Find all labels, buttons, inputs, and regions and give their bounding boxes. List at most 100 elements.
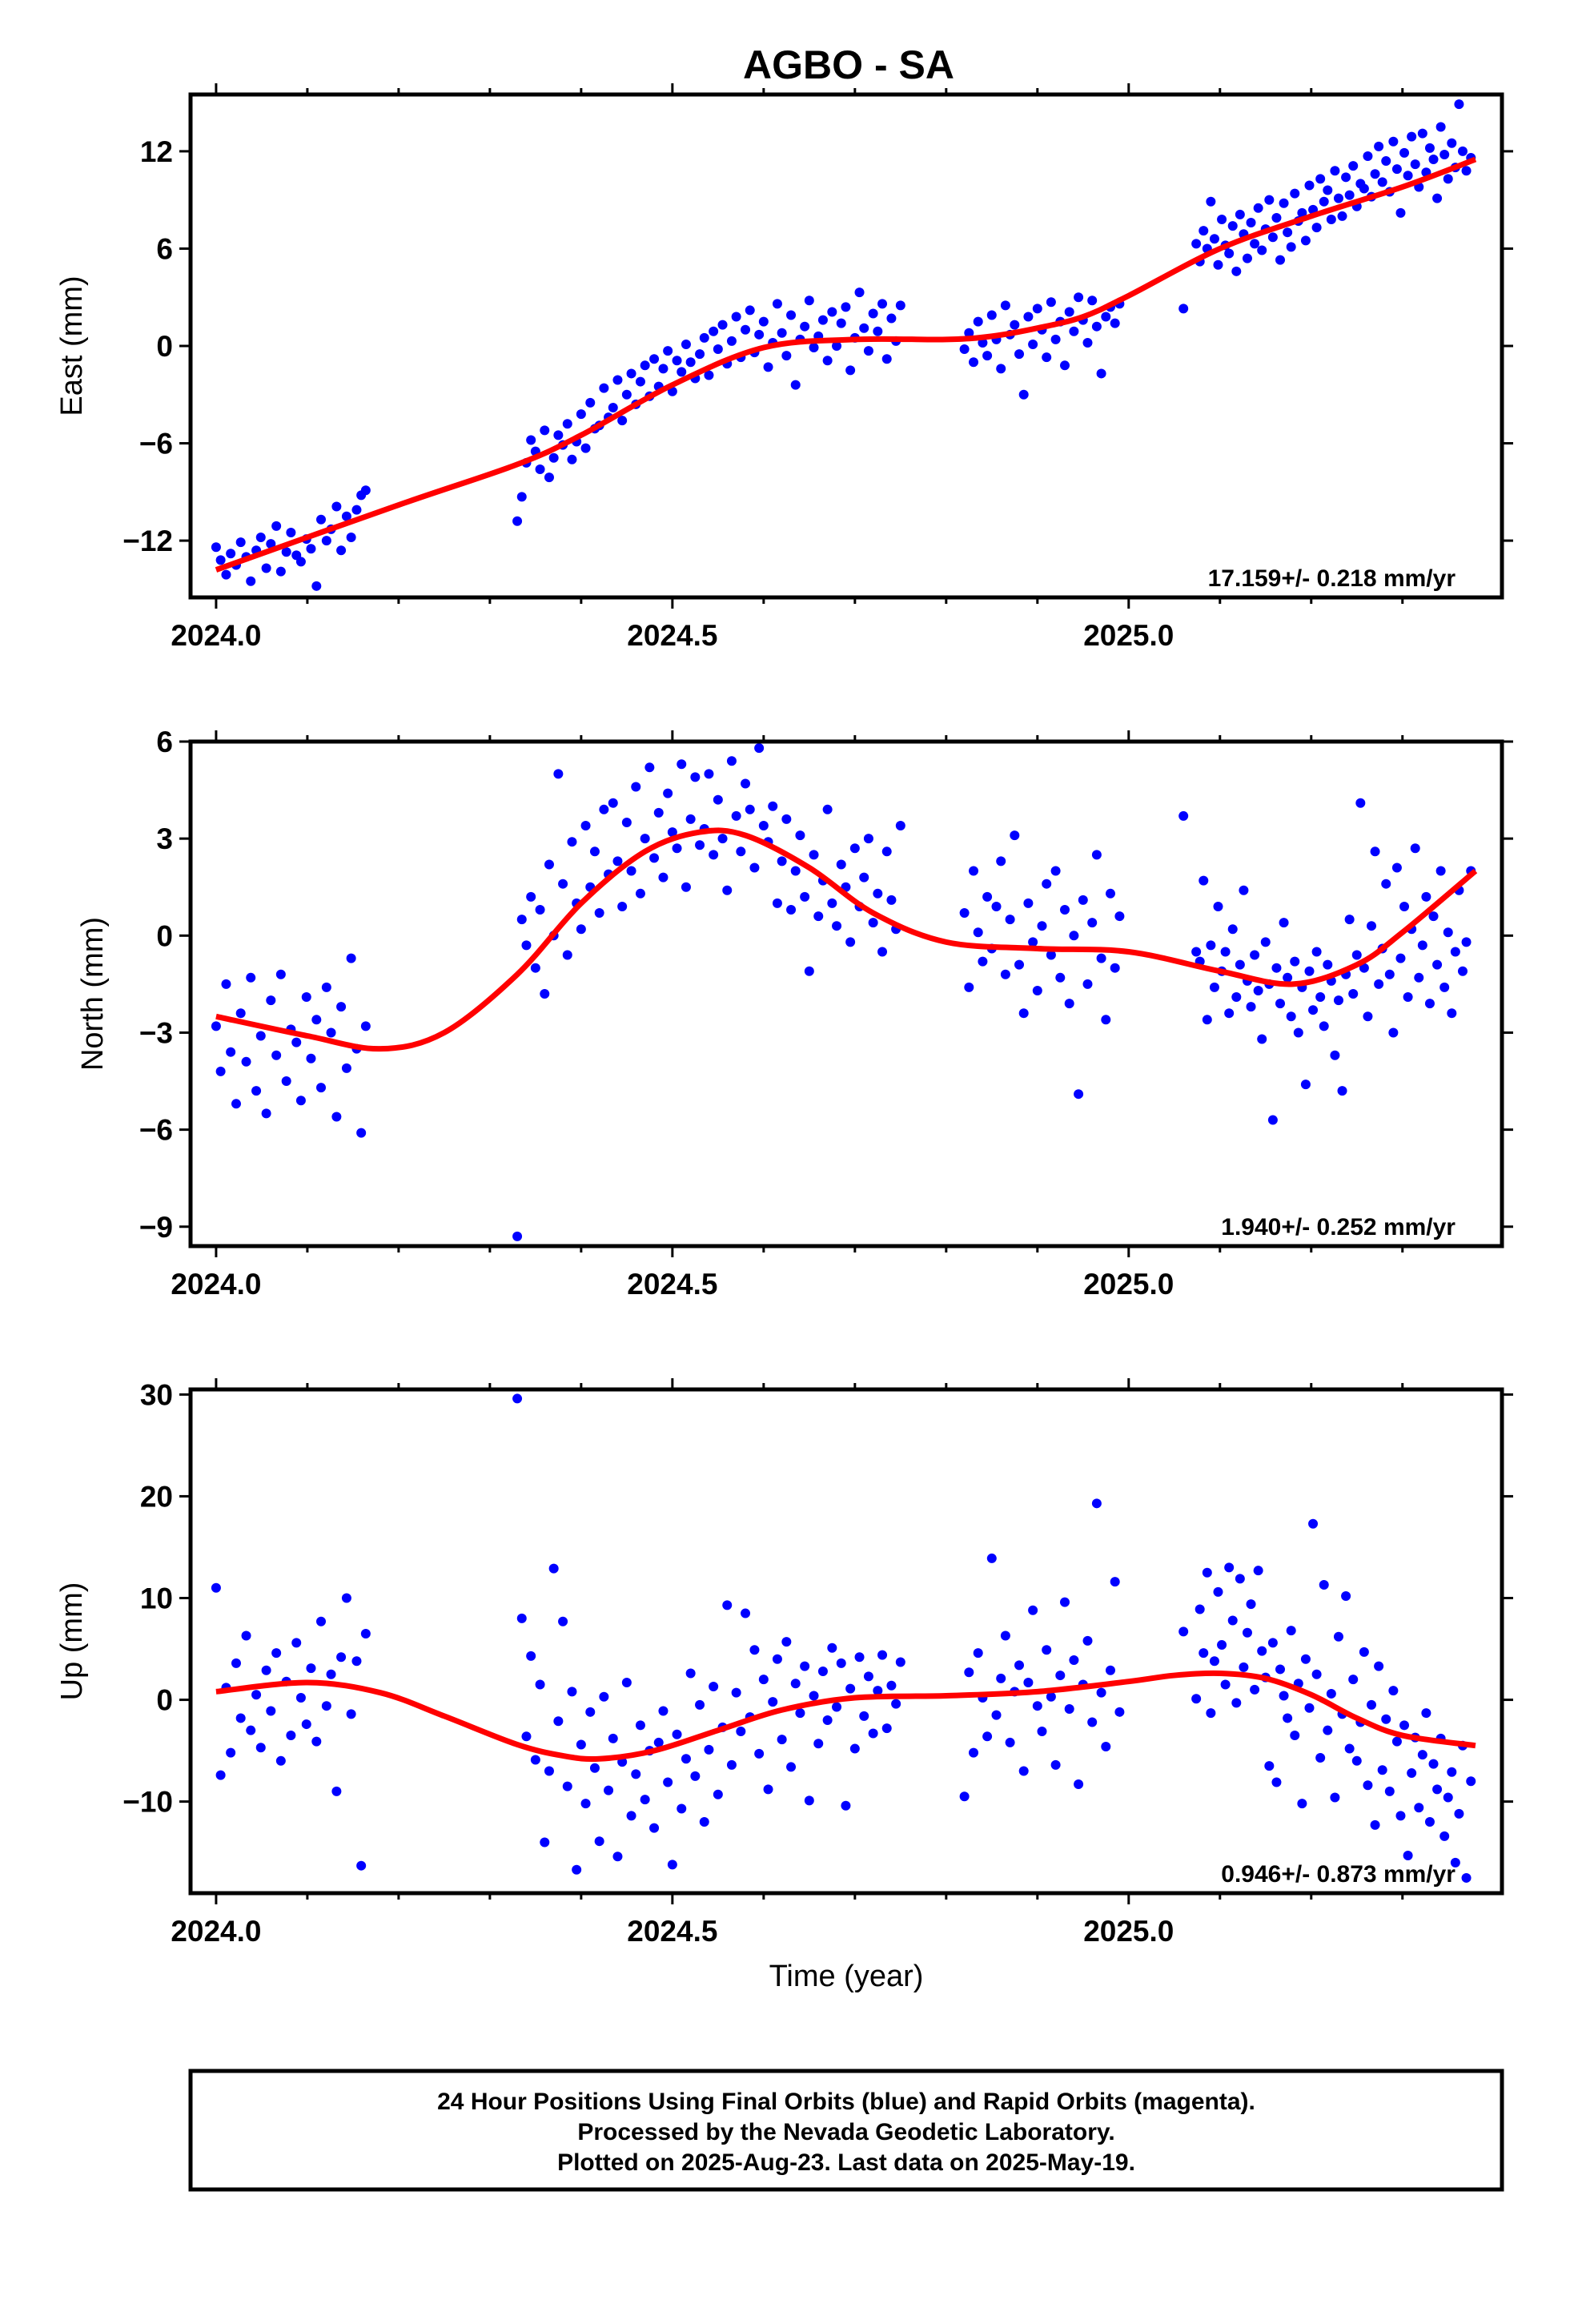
data-point <box>1206 940 1216 951</box>
data-point <box>562 1781 572 1791</box>
data-point <box>1096 368 1106 379</box>
data-point <box>576 924 586 935</box>
panel-3: 2024.0 2024.5 2025.0 30 20 10 0 −10 Up (mm) 0.946… <box>55 1378 1513 1948</box>
data-point <box>548 452 559 463</box>
data-point <box>781 351 792 361</box>
data-point <box>713 794 723 805</box>
data-point <box>1000 1630 1010 1641</box>
data-point <box>726 336 737 346</box>
data-point <box>800 321 810 332</box>
data-point <box>1443 927 1453 938</box>
data-point <box>800 891 810 902</box>
data-point <box>672 843 682 854</box>
data-point <box>973 1648 983 1659</box>
data-point <box>1246 1002 1256 1012</box>
data-point <box>1213 259 1223 270</box>
data-point <box>713 1789 723 1799</box>
data-point <box>649 354 660 364</box>
data-point <box>360 485 371 496</box>
data-point <box>786 905 797 915</box>
data-point <box>1199 1648 1209 1659</box>
data-point <box>959 344 970 355</box>
data-point <box>580 443 591 453</box>
data-point <box>1046 297 1056 308</box>
data-point <box>316 1616 327 1626</box>
data-point <box>599 383 609 393</box>
data-point <box>599 1691 609 1702</box>
data-point <box>741 324 751 335</box>
data-point <box>649 1823 660 1833</box>
data-point <box>1428 911 1439 922</box>
y-tick-label: −3 <box>139 1016 173 1049</box>
data-point <box>1377 1765 1387 1775</box>
data-point <box>1271 212 1282 223</box>
rate-label: 0.946+/- 0.873 mm/yr <box>1221 1861 1456 1888</box>
data-point <box>695 1699 705 1710</box>
data-point <box>526 435 536 445</box>
data-point <box>1333 193 1343 203</box>
data-point <box>991 1710 1002 1720</box>
data-point <box>1395 207 1406 218</box>
data-point <box>1010 830 1020 841</box>
data-point <box>1311 947 1322 957</box>
data-point <box>266 1706 276 1716</box>
data-point <box>1384 969 1395 979</box>
data-point <box>873 888 883 899</box>
data-point <box>316 514 327 525</box>
data-point <box>311 1015 322 1025</box>
data-point <box>255 1031 266 1041</box>
data-point <box>1082 1635 1093 1646</box>
data-point <box>1046 1691 1056 1702</box>
data-point <box>1283 1713 1293 1723</box>
data-point <box>667 1860 677 1870</box>
y-axis-label: East (mm) <box>55 275 89 416</box>
data-point <box>1293 1027 1303 1038</box>
data-point <box>1213 1586 1223 1597</box>
data-point <box>1014 959 1025 970</box>
caption-line-3: Plotted on 2025-Aug-23. Last data on 202… <box>557 2149 1135 2176</box>
data-point <box>1454 1808 1464 1819</box>
data-point <box>612 375 623 385</box>
data-point <box>1064 307 1074 317</box>
data-point <box>544 472 554 483</box>
data-point <box>704 370 714 380</box>
data-point <box>512 1393 523 1404</box>
data-point <box>1235 959 1245 970</box>
data-point <box>877 1650 888 1660</box>
data-point <box>585 397 596 408</box>
data-point <box>1087 918 1098 928</box>
data-point <box>1279 1691 1289 1701</box>
data-point <box>1399 147 1410 158</box>
data-point <box>777 856 787 866</box>
data-point <box>877 947 888 957</box>
data-point <box>1333 995 1343 1006</box>
data-point <box>1388 1027 1399 1038</box>
data-point <box>1253 985 1263 995</box>
data-point <box>1326 214 1336 224</box>
data-point <box>246 1725 256 1735</box>
data-point <box>1447 1767 1457 1777</box>
data-point <box>832 341 842 351</box>
data-point <box>621 817 632 827</box>
x-tick-label: 2024.0 <box>171 1268 261 1301</box>
data-point <box>594 1836 604 1847</box>
data-point <box>741 778 751 789</box>
data-point <box>1304 1703 1315 1713</box>
data-point <box>1391 164 1402 175</box>
data-point <box>211 542 221 553</box>
data-point <box>562 419 572 429</box>
data-point <box>356 1128 367 1138</box>
data-point <box>736 1726 746 1736</box>
data-point <box>1275 999 1286 1009</box>
data-point <box>663 346 673 356</box>
data-point <box>311 1736 322 1747</box>
data-point <box>741 1608 751 1618</box>
data-point <box>1220 947 1231 957</box>
data-point <box>1421 1708 1431 1719</box>
data-point <box>809 343 819 353</box>
data-point <box>695 840 705 850</box>
data-point <box>672 356 682 366</box>
data-point <box>1037 921 1047 931</box>
data-point <box>1395 953 1406 963</box>
data-point <box>640 1795 650 1805</box>
